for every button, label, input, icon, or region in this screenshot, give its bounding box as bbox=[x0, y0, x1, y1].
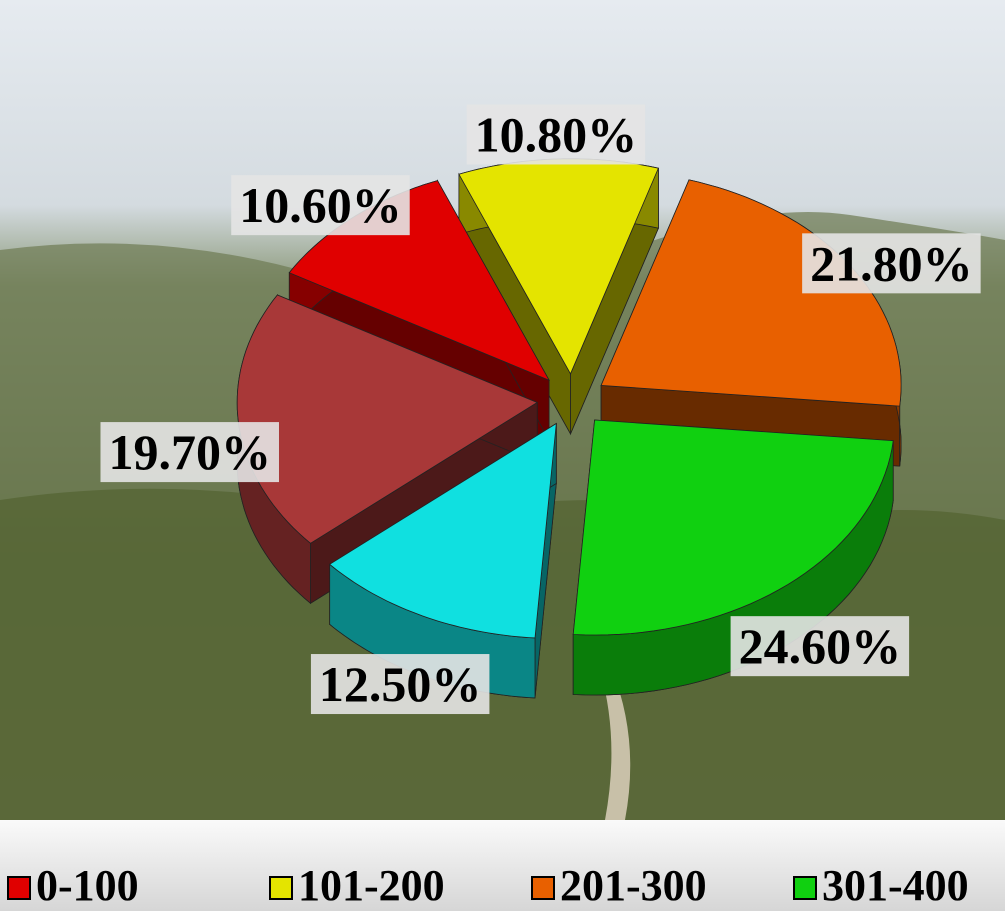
value-label-box bbox=[466, 104, 646, 165]
slice-top bbox=[329, 422, 557, 639]
value-label-box bbox=[802, 233, 981, 294]
legend-label: 201-300 bbox=[560, 861, 707, 910]
value-label: 24.60% bbox=[739, 618, 902, 674]
legend-label: 301-400 bbox=[822, 861, 969, 910]
legend-label: 101-200 bbox=[298, 861, 445, 910]
legend-swatch bbox=[793, 876, 817, 900]
legend-swatch bbox=[269, 876, 293, 900]
legend-swatch bbox=[7, 876, 31, 900]
road bbox=[600, 670, 631, 820]
legend-label: 0-100 bbox=[36, 861, 139, 910]
value-label: 19.70% bbox=[108, 424, 271, 480]
legend-swatch bbox=[531, 876, 555, 900]
slice-top bbox=[572, 419, 894, 636]
value-label-box bbox=[310, 654, 490, 715]
slice bbox=[572, 419, 894, 696]
value-label-box bbox=[100, 422, 279, 483]
value-label-box bbox=[231, 175, 410, 236]
legend-bar bbox=[0, 820, 1005, 911]
value-label: 10.80% bbox=[475, 106, 638, 162]
value-label: 10.60% bbox=[239, 177, 402, 233]
value-label: 12.50% bbox=[319, 656, 482, 712]
value-label-box bbox=[730, 616, 910, 677]
value-label: 21.80% bbox=[810, 235, 973, 291]
